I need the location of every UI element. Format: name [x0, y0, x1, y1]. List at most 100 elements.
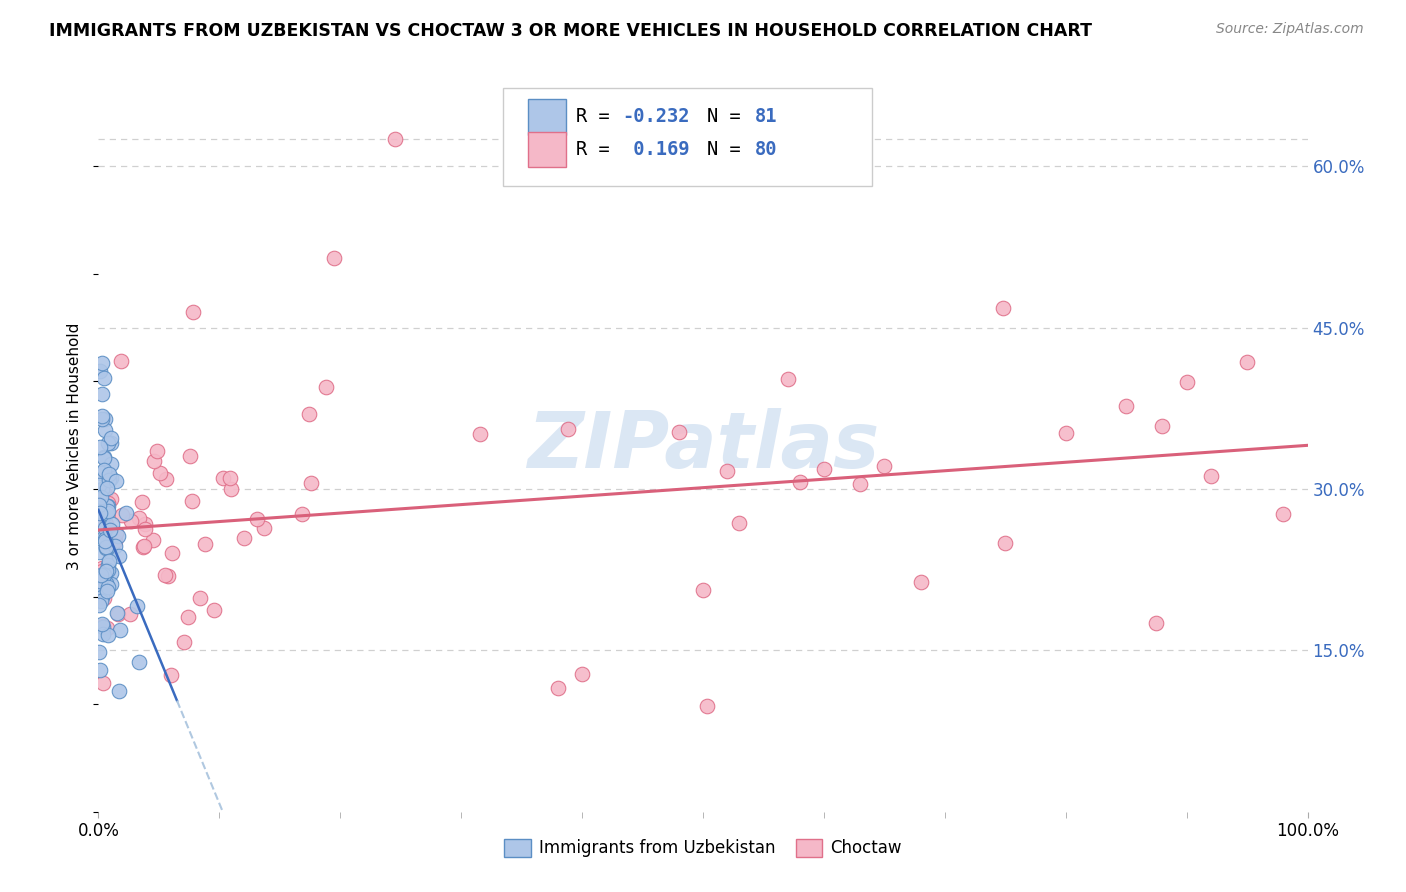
Point: [97, 504, 120, 518]
Point: [91, 505, 114, 519]
Point: [97, 563, 120, 577]
Text: R =: R =: [576, 140, 621, 160]
Point: [89, 545, 111, 559]
Point: [94, 504, 117, 518]
Point: [162, 546, 184, 560]
FancyBboxPatch shape: [503, 87, 872, 186]
Point: [105, 474, 128, 488]
Point: [221, 482, 243, 496]
Point: [94, 576, 117, 591]
Point: [91, 561, 114, 575]
Point: [93, 530, 115, 544]
Point: [668, 425, 690, 439]
Text: N =: N =: [707, 140, 752, 160]
Point: [91, 617, 114, 632]
Point: [107, 607, 129, 622]
Point: [557, 422, 579, 436]
Point: [96, 499, 118, 513]
Text: N =: N =: [707, 107, 752, 127]
Point: [547, 681, 569, 695]
Point: [384, 132, 406, 146]
Text: 0.169: 0.169: [621, 140, 689, 160]
Point: [91, 482, 114, 496]
Point: [1272, 507, 1295, 521]
Point: [179, 449, 201, 463]
Point: [89, 574, 111, 588]
Legend: Immigrants from Uzbekistan, Choctaw: Immigrants from Uzbekistan, Choctaw: [496, 830, 910, 865]
Text: 80: 80: [755, 140, 778, 160]
Point: [94, 412, 117, 426]
Point: [91, 564, 114, 578]
Point: [98, 532, 121, 546]
Point: [849, 476, 872, 491]
Point: [177, 609, 200, 624]
Point: [1115, 399, 1137, 413]
Point: [90, 567, 112, 582]
Point: [89, 506, 111, 520]
Point: [98, 467, 121, 482]
Point: [233, 531, 256, 545]
Point: [93, 580, 115, 594]
Point: [90, 466, 112, 480]
Point: [134, 539, 156, 553]
Point: [202, 603, 225, 617]
Point: [155, 472, 177, 486]
Point: [692, 583, 714, 598]
Point: [91, 518, 114, 533]
Point: [991, 301, 1014, 316]
Point: [96, 500, 118, 514]
Point: [90, 594, 112, 608]
Point: [98, 527, 121, 541]
Point: [93, 371, 115, 385]
Point: [96, 584, 118, 599]
Point: [1152, 419, 1174, 434]
Point: [101, 517, 124, 532]
Text: -0.232: -0.232: [621, 107, 689, 127]
Point: [134, 516, 156, 531]
Point: [94, 424, 117, 438]
Point: [120, 607, 142, 622]
Point: [146, 444, 169, 458]
Point: [298, 407, 321, 421]
Point: [100, 471, 122, 485]
Point: [93, 567, 115, 582]
Point: [89, 364, 111, 378]
Point: [107, 549, 129, 564]
Point: [100, 436, 122, 450]
Point: [94, 487, 117, 501]
Point: [91, 676, 114, 690]
Point: [142, 533, 165, 548]
Point: [90, 590, 112, 604]
Point: [813, 461, 835, 475]
Point: [98, 544, 121, 558]
Point: [910, 574, 932, 589]
Point: [93, 450, 115, 464]
Point: [104, 534, 127, 549]
Point: [1199, 469, 1222, 483]
Point: [253, 521, 276, 535]
Point: [87, 478, 110, 492]
Point: [89, 491, 111, 506]
Text: ZIPatlas: ZIPatlas: [527, 408, 879, 484]
Point: [245, 512, 267, 526]
Text: R =: R =: [576, 107, 621, 127]
Point: [98, 554, 121, 568]
Point: [994, 535, 1017, 549]
Point: [94, 516, 117, 531]
Point: [91, 574, 114, 589]
Point: [142, 453, 165, 467]
Point: [696, 699, 718, 714]
FancyBboxPatch shape: [527, 132, 567, 168]
Point: [323, 251, 346, 265]
Point: [104, 539, 127, 553]
Point: [194, 537, 217, 551]
Point: [218, 471, 240, 485]
Point: [153, 567, 176, 582]
Point: [94, 533, 117, 548]
Point: [111, 508, 134, 522]
Text: 81: 81: [755, 107, 778, 127]
Point: [108, 623, 131, 637]
Point: [110, 354, 132, 368]
Point: [120, 514, 142, 528]
Point: [128, 655, 150, 669]
